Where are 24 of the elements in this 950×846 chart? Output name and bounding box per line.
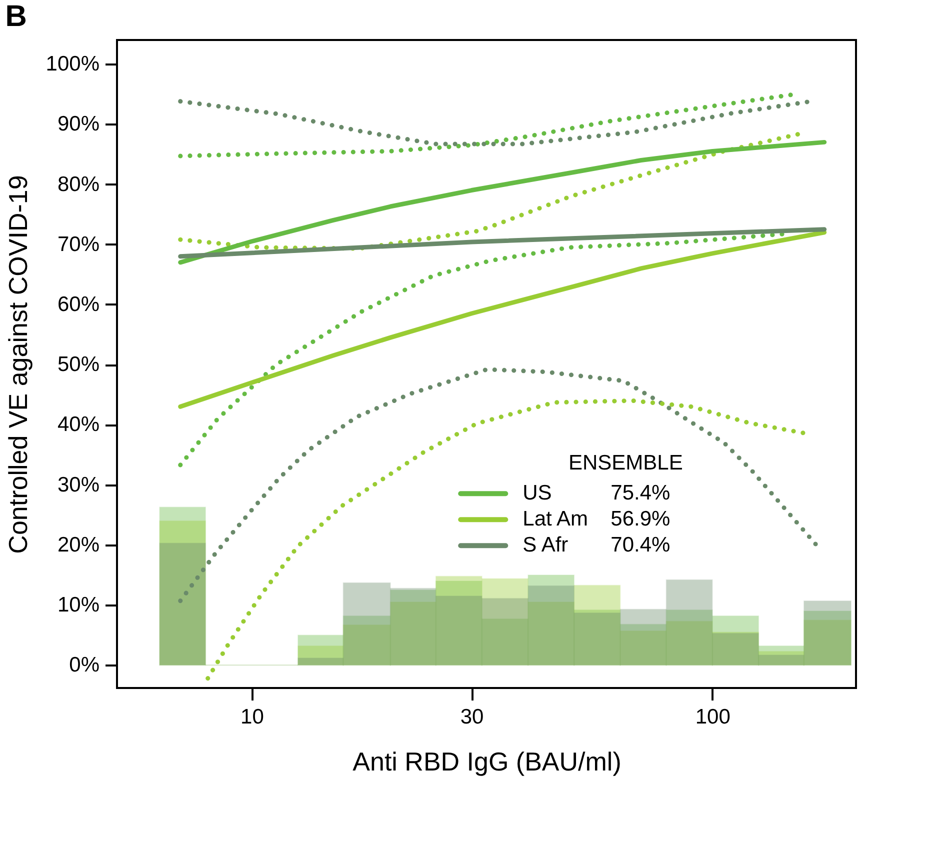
y-tick-label: 20% (57, 533, 100, 556)
annotation: 70.4% (610, 534, 670, 557)
y-tick-label: 10% (57, 594, 100, 617)
x-tick-label: 10 (240, 706, 264, 728)
y-tick-label: 40% (57, 413, 100, 436)
y-tick-label: 70% (57, 232, 100, 256)
y-tick-label: 0% (69, 654, 100, 677)
x-axis-title: Anti RBD IgG (BAU/ml) (352, 746, 622, 776)
legend-title: ENSEMBLE (568, 452, 683, 475)
chart-title: B (5, 0, 27, 33)
x-tick-label: 100 (695, 706, 730, 728)
y-tick-label: 90% (57, 112, 100, 136)
y-tick-label: 30% (57, 473, 100, 496)
legend-label: S Afr (522, 534, 568, 557)
legend-label: US (522, 482, 552, 505)
y-tick-label: 60% (57, 292, 100, 316)
y-tick-label: 100% (46, 52, 100, 76)
y-axis-title: Controlled VE against COVID-19 (2, 175, 33, 554)
legend-label: Lat Am (522, 508, 588, 531)
y-tick-label: 80% (57, 172, 100, 196)
annotation: 56.9% (610, 508, 670, 531)
x-tick-label: 30 (460, 706, 484, 728)
annotation: 75.4% (610, 482, 670, 505)
y-tick-label: 50% (57, 353, 100, 376)
